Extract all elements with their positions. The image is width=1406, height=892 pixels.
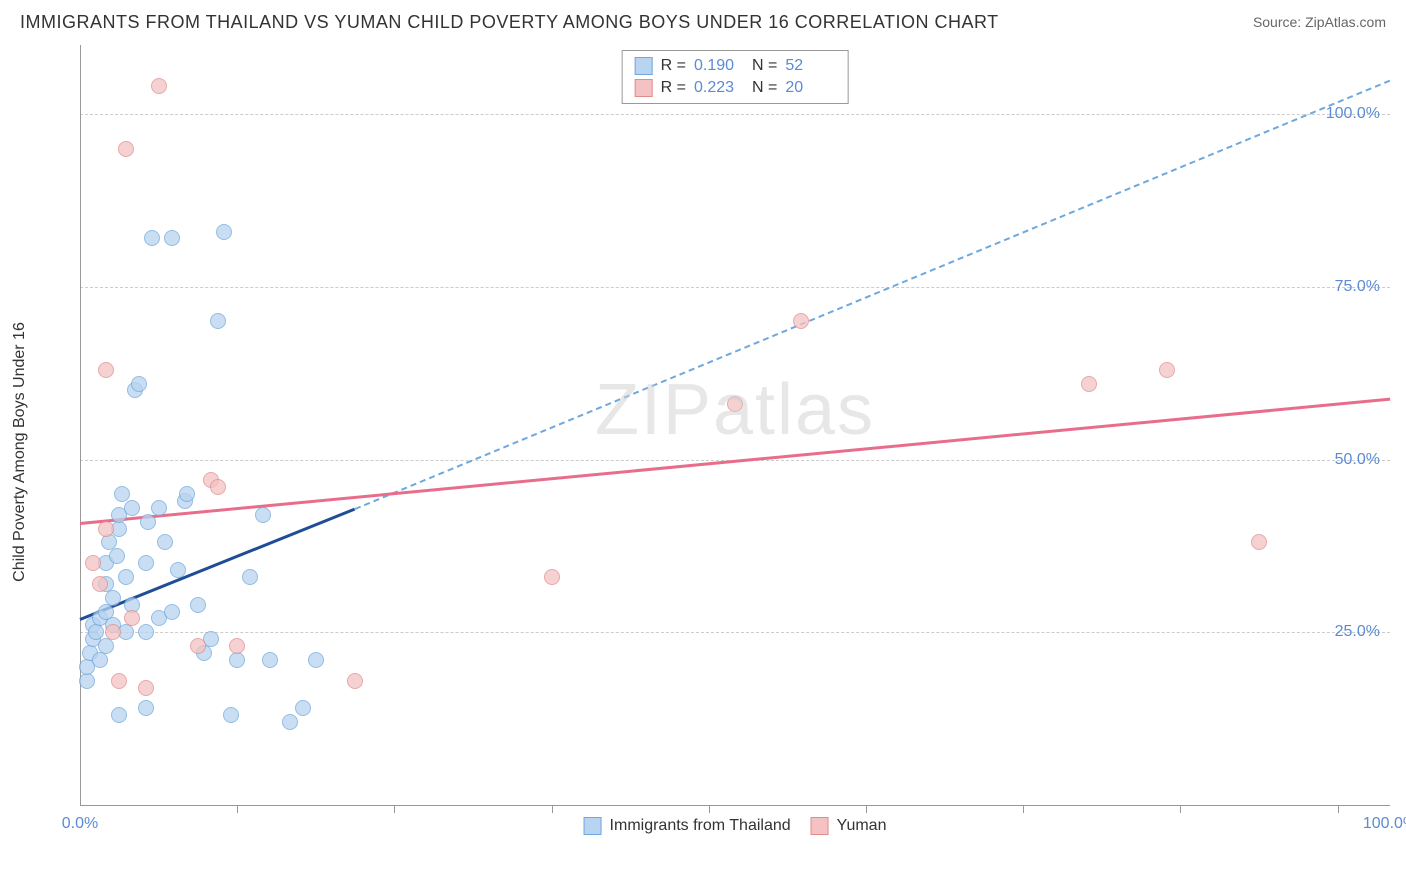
data-point bbox=[138, 700, 154, 716]
n-value-s2: 20 bbox=[785, 79, 835, 97]
data-point bbox=[1251, 534, 1267, 550]
data-point bbox=[105, 624, 121, 640]
data-point bbox=[111, 673, 127, 689]
data-point bbox=[190, 638, 206, 654]
plot-area: ZIPatlas R = 0.190 N = 52 R = 0.223 N = … bbox=[80, 45, 1390, 805]
data-point bbox=[210, 479, 226, 495]
data-point bbox=[88, 624, 104, 640]
data-point bbox=[105, 590, 121, 606]
data-point bbox=[242, 569, 258, 585]
bottom-legend: Immigrants from Thailand Yuman bbox=[584, 817, 887, 835]
x-tick-label: 100.0% bbox=[1363, 815, 1406, 833]
data-point bbox=[98, 521, 114, 537]
data-point bbox=[111, 707, 127, 723]
data-point bbox=[179, 486, 195, 502]
stats-row-series2: R = 0.223 N = 20 bbox=[635, 77, 836, 99]
data-point bbox=[114, 486, 130, 502]
n-label: N = bbox=[752, 79, 777, 97]
data-point bbox=[164, 230, 180, 246]
data-point bbox=[210, 313, 226, 329]
data-point bbox=[157, 534, 173, 550]
swatch-series2 bbox=[635, 79, 653, 97]
data-point bbox=[255, 507, 271, 523]
x-tick-label: 0.0% bbox=[62, 815, 98, 833]
source-value: ZipAtlas.com bbox=[1305, 14, 1386, 30]
data-point bbox=[140, 514, 156, 530]
r-label: R = bbox=[661, 57, 686, 75]
y-axis-label: Child Poverty Among Boys Under 16 bbox=[11, 322, 29, 582]
data-point bbox=[190, 597, 206, 613]
data-point bbox=[124, 500, 140, 516]
y-tick-label: 100.0% bbox=[1326, 105, 1380, 123]
y-tick-label: 75.0% bbox=[1335, 278, 1380, 296]
legend-swatch-s2 bbox=[811, 817, 829, 835]
data-point bbox=[85, 555, 101, 571]
data-point bbox=[109, 548, 125, 564]
data-point bbox=[295, 700, 311, 716]
data-point bbox=[1159, 362, 1175, 378]
r-label: R = bbox=[661, 79, 686, 97]
data-point bbox=[138, 680, 154, 696]
y-tick-label: 50.0% bbox=[1335, 451, 1380, 469]
data-point bbox=[151, 78, 167, 94]
data-point bbox=[793, 313, 809, 329]
r-value-s1: 0.190 bbox=[694, 57, 744, 75]
swatch-series1 bbox=[635, 57, 653, 75]
data-point bbox=[347, 673, 363, 689]
legend-item-s1: Immigrants from Thailand bbox=[584, 817, 791, 835]
data-point bbox=[79, 673, 95, 689]
data-point bbox=[92, 652, 108, 668]
data-point bbox=[151, 500, 167, 516]
legend-swatch-s1 bbox=[584, 817, 602, 835]
data-point bbox=[308, 652, 324, 668]
data-point bbox=[92, 576, 108, 592]
data-point bbox=[118, 569, 134, 585]
data-point bbox=[131, 376, 147, 392]
data-point bbox=[1081, 376, 1097, 392]
source-label: Source: bbox=[1253, 14, 1305, 30]
legend-label-s1: Immigrants from Thailand bbox=[610, 817, 791, 835]
data-point bbox=[98, 362, 114, 378]
legend-label-s2: Yuman bbox=[837, 817, 887, 835]
correlation-stats-box: R = 0.190 N = 52 R = 0.223 N = 20 bbox=[622, 50, 849, 104]
data-point bbox=[124, 610, 140, 626]
data-point bbox=[282, 714, 298, 730]
data-point bbox=[544, 569, 560, 585]
data-point bbox=[144, 230, 160, 246]
legend-item-s2: Yuman bbox=[811, 817, 887, 835]
data-point bbox=[170, 562, 186, 578]
data-point bbox=[138, 624, 154, 640]
data-point bbox=[98, 638, 114, 654]
n-value-s1: 52 bbox=[785, 57, 835, 75]
data-point bbox=[262, 652, 278, 668]
data-point bbox=[229, 652, 245, 668]
data-point bbox=[118, 141, 134, 157]
scatter-chart: Child Poverty Among Boys Under 16 ZIPatl… bbox=[50, 45, 1390, 840]
n-label: N = bbox=[752, 57, 777, 75]
data-point bbox=[229, 638, 245, 654]
source-attribution: Source: ZipAtlas.com bbox=[1253, 14, 1386, 32]
data-point bbox=[727, 396, 743, 412]
data-point bbox=[216, 224, 232, 240]
data-point bbox=[138, 555, 154, 571]
data-point bbox=[164, 604, 180, 620]
stats-row-series1: R = 0.190 N = 52 bbox=[635, 55, 836, 77]
chart-title: IMMIGRANTS FROM THAILAND VS YUMAN CHILD … bbox=[20, 12, 999, 33]
r-value-s2: 0.223 bbox=[694, 79, 744, 97]
y-tick-label: 25.0% bbox=[1335, 623, 1380, 641]
data-point bbox=[223, 707, 239, 723]
